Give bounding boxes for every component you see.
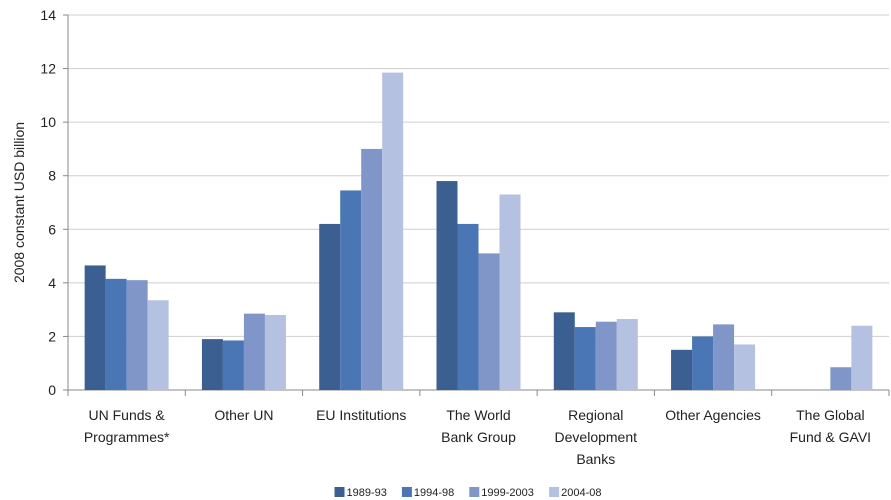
bar-1994-98 xyxy=(574,327,596,390)
x-category-label: Other UN xyxy=(214,407,273,423)
bar-1994-98 xyxy=(340,190,362,390)
y-tick-label: 8 xyxy=(48,168,56,184)
legend-swatch-2004-08 xyxy=(549,487,560,497)
x-category-label: The Global Fund & GAVI xyxy=(790,407,871,445)
bar-1994-98 xyxy=(457,223,479,390)
legend-swatch-1994-98 xyxy=(401,487,412,497)
bars xyxy=(84,72,873,390)
bar-1999-2003 xyxy=(713,324,735,390)
bar-1994-98 xyxy=(692,336,714,390)
legend-label: 1999-2003 xyxy=(481,487,534,499)
bar-1989-93 xyxy=(671,349,693,390)
bar-1989-93 xyxy=(436,181,458,390)
legend-swatch-1999-2003 xyxy=(469,487,480,497)
x-axis: UN Funds & Programmes* Other UN EU Institut… xyxy=(67,390,890,467)
bar-2004-08 xyxy=(616,319,638,390)
y-tick-label: 14 xyxy=(40,7,56,23)
legend-label: 1989-93 xyxy=(347,487,387,499)
bar-1999-2003 xyxy=(478,253,500,390)
x-category-label: Other Agencies xyxy=(665,407,761,423)
bar-1999-2003 xyxy=(830,367,852,390)
bar-2004-08 xyxy=(382,72,404,390)
bar-1989-93 xyxy=(319,223,341,390)
bar-2004-08 xyxy=(264,315,286,390)
y-tick-label: 4 xyxy=(48,275,56,291)
y-axis: 0 2 4 6 8 10 12 14 xyxy=(40,7,69,398)
bar-2004-08 xyxy=(851,325,873,390)
legend: 1989-93 1994-98 1999-2003 2004-08 xyxy=(334,487,601,499)
bar-1989-93 xyxy=(84,265,106,390)
y-tick-label: 2 xyxy=(48,328,56,344)
bar-1999-2003 xyxy=(126,280,148,390)
bar-1999-2003 xyxy=(595,321,617,390)
bar-2004-08 xyxy=(147,300,169,390)
bar-1994-98 xyxy=(222,340,244,390)
x-category-label: UN Funds & Programmes* xyxy=(84,407,170,445)
legend-swatch-1989-93 xyxy=(334,487,345,497)
bar-1994-98 xyxy=(105,278,127,390)
legend-label: 1994-98 xyxy=(414,487,454,499)
bar-1999-2003 xyxy=(243,313,265,390)
y-tick-label: 12 xyxy=(40,61,56,77)
x-category-label: The World Bank Group xyxy=(441,407,516,445)
y-axis-label: 2008 constant USD billion xyxy=(11,122,27,283)
bar-1999-2003 xyxy=(361,148,383,390)
y-tick-label: 0 xyxy=(48,382,56,398)
bar-2004-08 xyxy=(499,194,521,390)
bar-2004-08 xyxy=(734,344,756,390)
y-tick-label: 10 xyxy=(40,114,56,130)
bar-1989-93 xyxy=(201,339,223,390)
bar-1989-93 xyxy=(553,312,575,390)
legend-label: 2004-08 xyxy=(561,487,601,499)
x-category-label: Regional Development Banks xyxy=(555,407,638,467)
y-tick-label: 6 xyxy=(48,221,56,237)
x-category-label: EU Institutions xyxy=(316,407,406,423)
